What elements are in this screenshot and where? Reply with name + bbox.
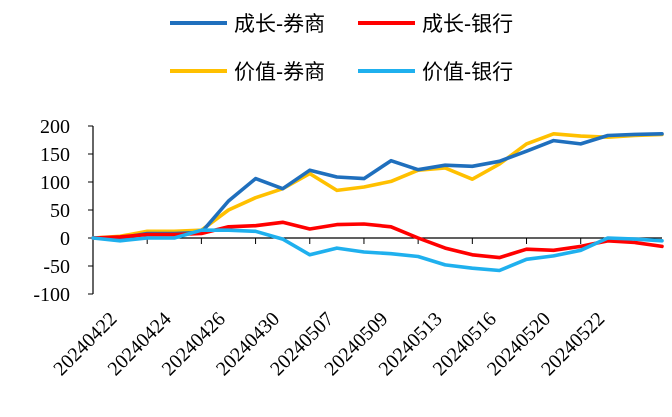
legend-label-value-bank: 价值-银行 bbox=[422, 60, 513, 84]
plot-lines bbox=[91, 132, 664, 273]
y-axis: 200 150 100 50 0 -50 -100 bbox=[33, 116, 94, 306]
y-tick-label: -50 bbox=[43, 256, 70, 278]
y-tick-label: -100 bbox=[33, 284, 70, 306]
series-line-value-bank bbox=[91, 228, 664, 273]
series-line-value-broker bbox=[91, 132, 664, 240]
y-tick-label: 50 bbox=[50, 200, 70, 222]
x-axis: 2024042220240424202404262024043020240507… bbox=[49, 237, 662, 380]
legend-label-growth-broker: 成长-券商 bbox=[234, 12, 325, 36]
y-tick-label: 100 bbox=[40, 172, 70, 194]
y-tick-label: 200 bbox=[40, 116, 70, 138]
y-tick-label: 150 bbox=[40, 144, 70, 166]
y-tick-label: 0 bbox=[60, 228, 70, 250]
legend-label-growth-bank: 成长-银行 bbox=[422, 12, 513, 36]
legend-label-value-broker: 价值-券商 bbox=[234, 60, 325, 84]
